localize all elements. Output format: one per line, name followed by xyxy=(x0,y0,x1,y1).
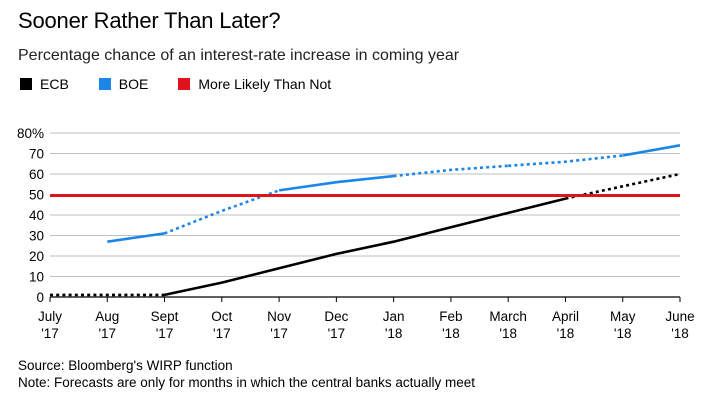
footer: Source: Bloomberg's WIRP function Note: … xyxy=(18,357,475,391)
y-tick-label: 0 xyxy=(36,290,44,305)
gridlines xyxy=(50,132,680,277)
x-tick-label-year: '18 xyxy=(557,326,575,341)
legend-label-boe: BOE xyxy=(118,76,149,92)
x-tick-label-year: '18 xyxy=(671,326,689,341)
series-line-segment xyxy=(107,232,165,243)
x-tick-label-month: Nov xyxy=(267,309,291,324)
series-line-segment xyxy=(278,174,394,192)
x-tick-label-year: '18 xyxy=(614,326,632,341)
series-line-segment xyxy=(508,154,623,168)
x-tick-label-month: March xyxy=(489,309,527,324)
y-tick-label: 30 xyxy=(29,229,44,244)
x-tick-label-month: Dec xyxy=(324,309,348,324)
x-tick-label-year: '17 xyxy=(41,326,59,341)
legend-item-ecb: ECB xyxy=(20,76,69,92)
legend-label-threshold: More Likely Than Not xyxy=(198,76,332,92)
y-tick-label: 50 xyxy=(29,188,44,203)
legend-item-boe: BOE xyxy=(98,76,149,92)
x-tick-label-month: Aug xyxy=(95,309,119,324)
legend-label-ecb: ECB xyxy=(40,76,69,92)
x-tick-label-month: Sept xyxy=(151,309,179,324)
x-tick-label-month: April xyxy=(552,309,579,324)
chart-subtitle: Percentage chance of an interest-rate in… xyxy=(18,47,460,64)
x-tick-label-month: Oct xyxy=(211,309,232,324)
x-tick-label-month: Feb xyxy=(439,309,462,324)
legend-swatch-boe xyxy=(98,78,111,90)
forecast-note: Note: Forecasts are only for months in w… xyxy=(18,375,475,390)
x-tick-label-month: May xyxy=(610,309,636,324)
y-tick-label: 20 xyxy=(29,249,44,264)
legend-swatch-ecb xyxy=(20,78,32,90)
legend-swatch-threshold xyxy=(178,78,191,90)
axes: 0 10 20 30 40 50 60 70 80% July '17 Aug '17 Sept '17 Oc… xyxy=(17,126,695,341)
x-tick-label-year: '17 xyxy=(213,326,231,341)
series-line-segment xyxy=(622,144,681,157)
series-line-segment xyxy=(393,164,509,178)
source-note: Source: Bloomberg's WIRP function xyxy=(18,358,233,373)
y-tick-label: 60 xyxy=(29,167,44,182)
legend-item-threshold: More Likely Than Not xyxy=(178,76,331,92)
y-tick-label: 80% xyxy=(17,126,44,141)
x-tick-label-month: June xyxy=(665,309,694,324)
x-tick-label-year: '18 xyxy=(442,326,460,341)
chart-title: Sooner Rather Than Later? xyxy=(18,8,281,33)
x-tick-label-month: July xyxy=(38,309,62,324)
x-tick-label-year: '17 xyxy=(98,326,116,341)
x-tick-label-month: Jan xyxy=(383,309,405,324)
series-boe xyxy=(107,144,681,243)
x-tick-label-year: '17 xyxy=(270,326,288,341)
x-tick-label-year: '17 xyxy=(156,326,174,341)
y-tick-label: 10 xyxy=(29,270,44,285)
y-tick-label: 40 xyxy=(29,208,44,223)
series-line-segment xyxy=(164,189,280,235)
legend: ECB BOE More Likely Than Not xyxy=(20,76,361,92)
y-tick-label: 70 xyxy=(29,147,44,162)
series xyxy=(50,144,681,297)
x-tick-label-year: '17 xyxy=(328,326,346,341)
series-line-segment xyxy=(164,197,566,297)
x-tick-label-year: '18 xyxy=(499,326,517,341)
x-tick-label-year: '18 xyxy=(385,326,403,341)
